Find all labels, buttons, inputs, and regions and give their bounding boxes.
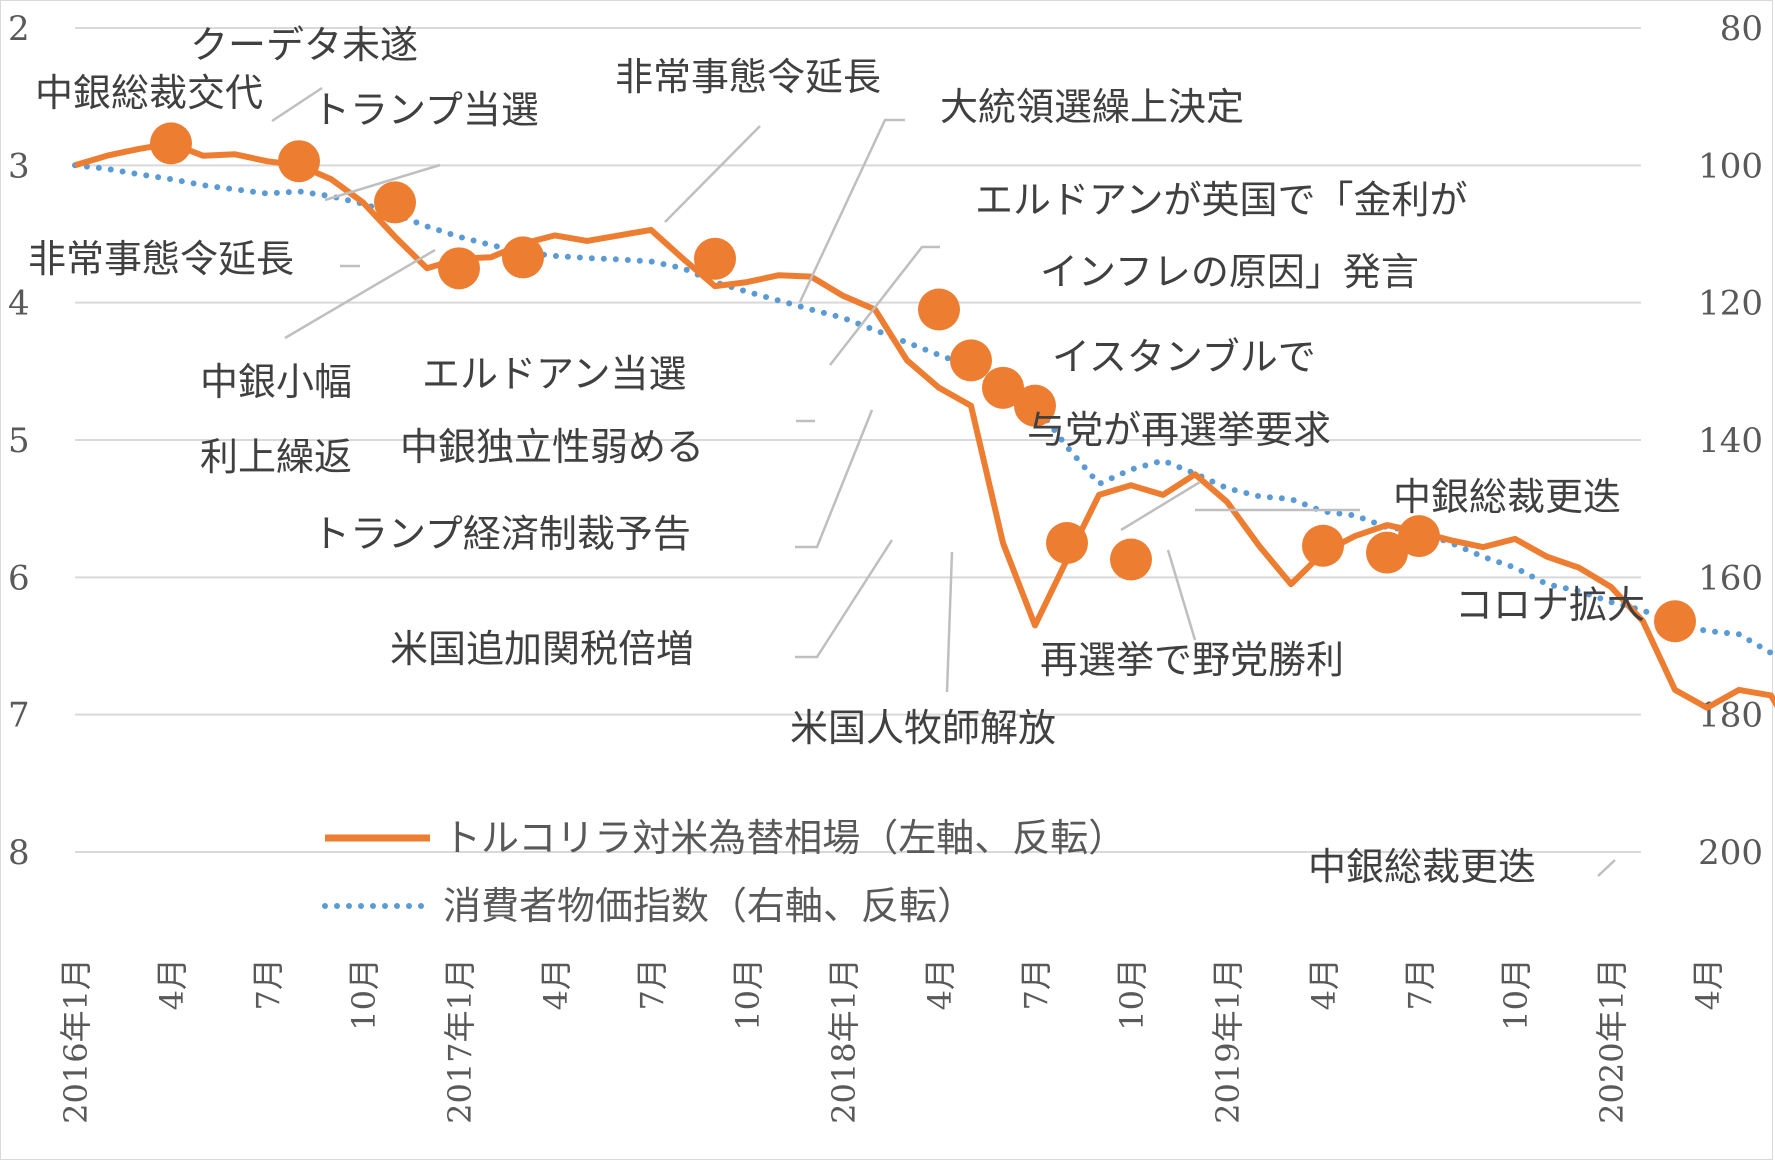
event-label: 中銀総裁更迭 [1393, 475, 1621, 519]
event-label: 中銀総裁交代 [35, 71, 263, 115]
right-axis-ticks: 80 100 120 140 160 180 200 [1698, 9, 1763, 873]
event-marker [1046, 522, 1088, 564]
event-marker [1302, 524, 1344, 567]
x-tick-label: 7月 [1401, 958, 1439, 1010]
event-marker [982, 366, 1024, 409]
right-tick-label: 200 [1698, 833, 1763, 873]
event-label: 与党が再選挙要求 [1027, 408, 1331, 452]
gridlines [75, 27, 1641, 853]
lira-series-line [74, 140, 1775, 711]
event-marker [1398, 515, 1440, 558]
annotation-leader [798, 118, 905, 303]
x-tick-label: 2018年1月 [825, 958, 863, 1124]
x-tick-label: 10月 [1497, 958, 1535, 1031]
left-tick-label: 4 [8, 284, 30, 324]
annotation-leader [795, 409, 874, 549]
event-marker [438, 247, 480, 290]
event-marker [374, 181, 416, 224]
x-tick-label: 10月 [345, 958, 383, 1031]
event-marker [150, 122, 192, 165]
annotation-leader [1597, 859, 1616, 877]
left-tick-label: 7 [8, 696, 30, 736]
x-tick-label: 4月 [1689, 958, 1727, 1010]
legend-label-cpi: 消費者物価指数（右軸、反転） [443, 884, 975, 928]
x-tick-label: 7月 [1017, 958, 1055, 1010]
event-marker [1110, 538, 1152, 581]
event-label: 非常事態令延長 [615, 55, 881, 99]
event-label: 大統領選繰上決定 [940, 85, 1244, 129]
x-tick-label: 4月 [921, 958, 959, 1010]
event-label: イスタンブルで [1052, 335, 1316, 379]
annotation-leader [271, 86, 323, 123]
x-tick-label: 4月 [153, 958, 191, 1010]
event-marker [918, 288, 960, 331]
left-tick-label: 8 [8, 833, 30, 873]
event-label: クーデタ未遂 [190, 23, 418, 67]
event-marker [1366, 531, 1408, 574]
event-label: エルドアン当選 [422, 352, 686, 396]
left-tick-label: 3 [8, 146, 30, 186]
x-tick-label: 2019年1月 [1209, 958, 1247, 1124]
event-marker [1654, 600, 1696, 643]
annotation-leader [664, 125, 761, 223]
x-tick-label: 7月 [633, 958, 671, 1010]
x-tick-label: 4月 [1305, 958, 1343, 1010]
x-tick-label: 10月 [1113, 958, 1151, 1031]
annotation-leader [1166, 549, 1197, 641]
right-tick-label: 100 [1698, 146, 1763, 186]
event-label: 非常事態令延長 [28, 237, 294, 281]
right-tick-label: 120 [1698, 284, 1763, 324]
event-label: 再選挙で野党勝利 [1040, 638, 1344, 682]
annotation-leader [324, 163, 441, 202]
event-annotations: 中銀総裁交代クーデタ未遂トランプ当選非常事態令延長中銀小幅利上繰返非常事態令延長… [28, 23, 1645, 889]
x-tick-label: 2016年1月 [57, 958, 95, 1124]
x-axis-ticks: 2016年1月 4月 7月 10月 2017年1月 4月 7月 10月 2018年1月 4月 7月 1… [57, 958, 1727, 1124]
event-marker [502, 236, 544, 279]
event-label: 中銀小幅 [200, 360, 352, 404]
event-label: 中銀独立性弱める [400, 425, 704, 469]
right-tick-label: 140 [1698, 421, 1763, 461]
left-tick-label: 6 [8, 558, 30, 598]
legend-label-lira: トルコリラ対米為替相場（左軸、反転） [443, 816, 1126, 860]
x-tick-label: 4月 [537, 958, 575, 1010]
event-label: トランプ当選 [312, 88, 539, 132]
right-tick-label: 160 [1698, 558, 1763, 598]
right-tick-label: 80 [1720, 9, 1763, 49]
annotation-leader [1120, 480, 1201, 532]
event-label: 中銀総裁更迭 [1308, 845, 1536, 889]
legend: トルコリラ対米為替相場（左軸、反転） 消費者物価指数（右軸、反転） [322, 816, 1126, 928]
event-marker [278, 140, 320, 183]
x-tick-label: 2020年1月 [1593, 958, 1631, 1124]
event-label: 米国追加関税倍増 [390, 627, 694, 671]
left-axis-ticks: 2 3 4 5 6 7 8 [8, 9, 30, 873]
x-tick-label: 2017年1月 [441, 958, 479, 1124]
x-tick-label: 10月 [729, 958, 767, 1031]
annotation-leader [284, 248, 436, 340]
event-label: コロナ拡大 [1455, 583, 1645, 627]
annotation-leader-lines [271, 86, 1616, 877]
annotation-leader [945, 551, 954, 693]
event-marker [1014, 384, 1056, 427]
event-marker [694, 237, 736, 280]
right-tick-label: 180 [1698, 696, 1763, 736]
x-tick-label: 7月 [249, 958, 287, 1010]
left-tick-label: 5 [8, 421, 30, 461]
left-tick-label: 2 [8, 9, 30, 49]
event-label: 米国人牧師解放 [790, 706, 1056, 750]
event-label: エルドアンが英国で「金利が [975, 178, 1467, 222]
event-label: 利上繰返 [200, 435, 352, 479]
event-marker [950, 339, 992, 382]
annotation-leader [829, 245, 940, 366]
event-label: インフレの原因」発言 [1040, 250, 1419, 294]
event-markers [150, 122, 1696, 643]
annotation-leader [795, 539, 894, 659]
event-label: トランプ経済制裁予告 [312, 512, 691, 556]
